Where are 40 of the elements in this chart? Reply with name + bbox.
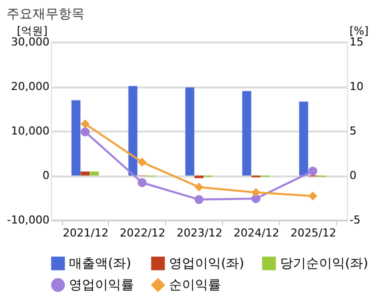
x-tick-label: 2021/12 <box>62 226 109 240</box>
y-tick-label: 10,000 <box>11 124 50 138</box>
y2-axis-title: [%] <box>350 24 369 38</box>
y-tick-label: 20,000 <box>11 80 50 93</box>
y2-tick-label: 0 <box>350 169 356 182</box>
legend-label: 영업이익률 <box>69 278 134 293</box>
point <box>138 178 147 188</box>
point <box>138 158 147 167</box>
point <box>308 192 318 200</box>
y-tick-label: 30,000 <box>11 36 50 48</box>
legend-label: 순이익률 <box>169 278 221 293</box>
chart-title: 주요재무항목 <box>6 7 85 22</box>
bar <box>185 87 194 176</box>
y2-tick-label: 5 <box>350 124 356 138</box>
y-tick-label: 0 <box>42 169 50 182</box>
x-tick-label: 2024/12 <box>234 226 280 240</box>
legend-label: 당기순이익(좌) <box>280 256 368 272</box>
bar <box>71 100 80 176</box>
x-tick-label: 2025/12 <box>290 226 336 240</box>
y-axis-title: [억원] <box>16 24 48 38</box>
bar <box>194 176 204 178</box>
y2-tick-label: 10 <box>350 80 364 93</box>
x-tick-label: 2023/12 <box>176 226 222 240</box>
y2-tick-label: 15 <box>350 36 364 48</box>
y-tick-label: -10,000 <box>7 214 50 226</box>
y2-tick-label: -5 <box>350 214 360 226</box>
bar <box>128 86 138 176</box>
bar <box>80 171 90 176</box>
point <box>194 195 204 204</box>
point <box>251 188 260 197</box>
x-tick-label: 2022/12 <box>120 226 166 240</box>
point <box>308 166 318 176</box>
point <box>80 119 90 128</box>
bar <box>242 90 252 176</box>
legend-label: 영업이익(좌) <box>169 256 244 272</box>
point <box>80 127 90 136</box>
bar <box>90 171 99 176</box>
point <box>194 182 204 192</box>
legend-label: 매출액(좌) <box>69 256 132 272</box>
bar <box>299 102 308 176</box>
